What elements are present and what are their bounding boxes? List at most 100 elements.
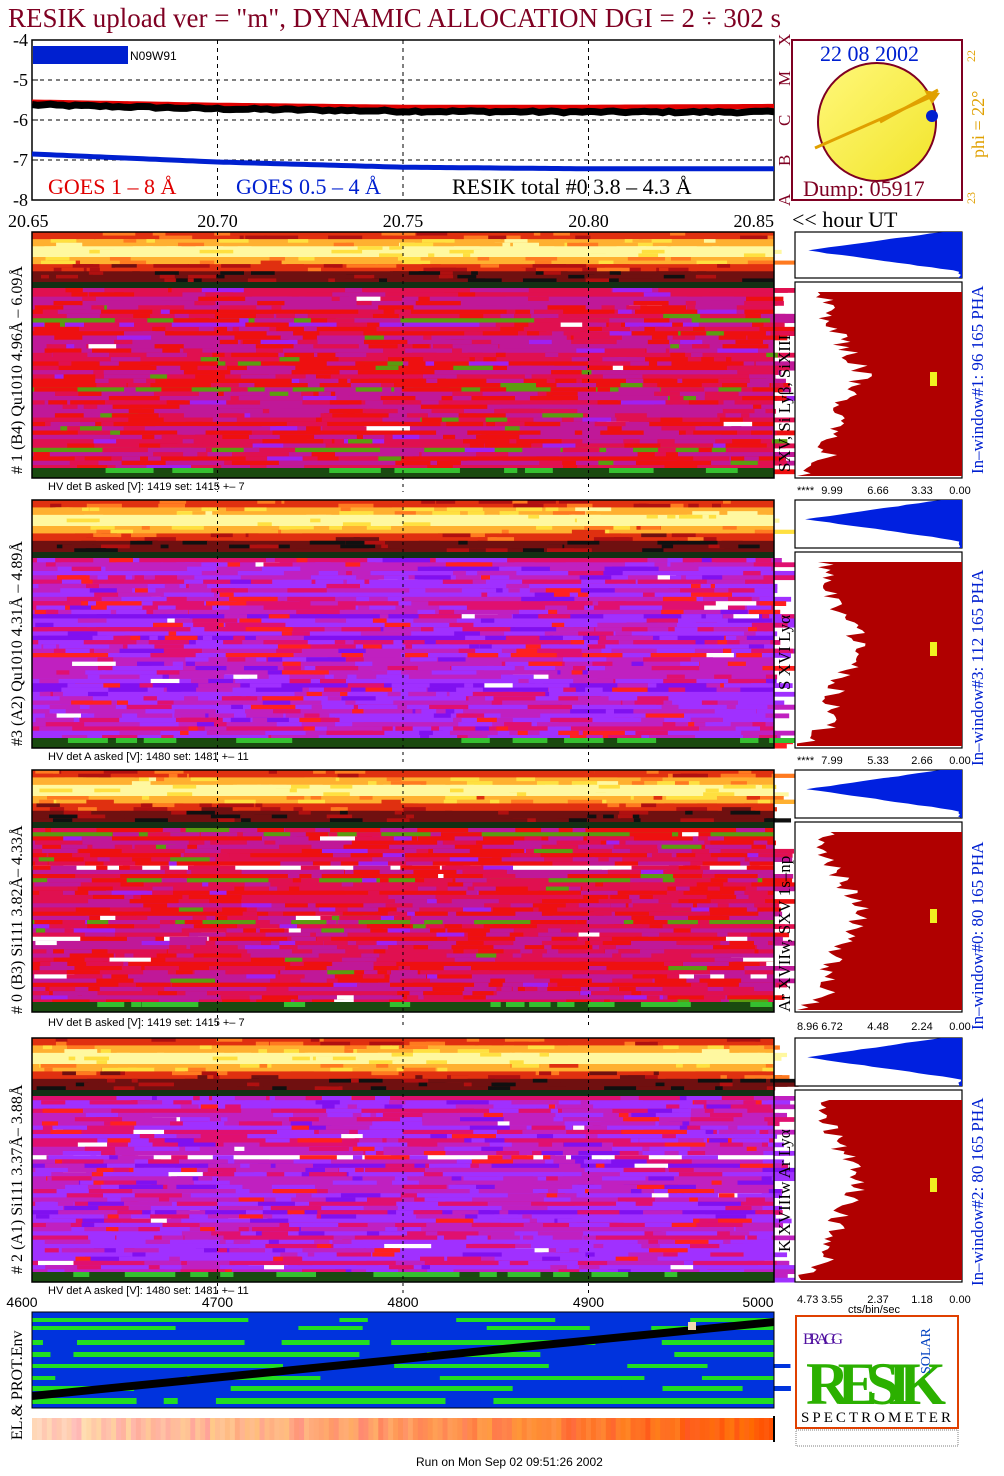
spectrum-speckle bbox=[555, 894, 584, 900]
spectrum-speckle bbox=[379, 447, 425, 453]
strip-speckle bbox=[639, 522, 652, 527]
spectrum-speckle bbox=[742, 1142, 762, 1148]
spectrum-speckle bbox=[76, 318, 118, 324]
spectrum-speckle bbox=[572, 848, 612, 854]
strip-speckle bbox=[567, 540, 600, 546]
strip-speckle bbox=[535, 271, 544, 276]
spectrum-speckle bbox=[604, 348, 646, 354]
spectrum-speckle bbox=[162, 828, 193, 833]
strip-speckle bbox=[394, 511, 416, 516]
spectrum-speckle bbox=[200, 886, 222, 892]
spectrum-speckle bbox=[364, 670, 388, 676]
spectrum-speckle bbox=[757, 907, 782, 913]
spectrum-speckle bbox=[751, 305, 771, 311]
spectrum-speckle bbox=[557, 1193, 577, 1198]
spectrum-speckle bbox=[96, 978, 138, 984]
spectrum-speckle bbox=[656, 378, 678, 384]
spectrum-speckle bbox=[421, 400, 439, 406]
spectrum-speckle bbox=[134, 857, 175, 862]
strip-speckle bbox=[63, 781, 95, 786]
spectrum-speckle bbox=[566, 1117, 611, 1122]
green-speckle bbox=[740, 738, 759, 743]
spectrum-speckle bbox=[516, 648, 551, 654]
spectrum-speckle bbox=[685, 387, 710, 393]
spectrum-speckle bbox=[363, 869, 405, 875]
spectrum-speckle bbox=[211, 588, 236, 594]
spectrum-speckle bbox=[562, 465, 578, 470]
spectrum-speckle bbox=[61, 1159, 104, 1165]
spectrum-speckle bbox=[608, 665, 620, 671]
spectrum-speckle bbox=[502, 1155, 512, 1160]
spectrum-speckle bbox=[635, 730, 668, 736]
spectrum-speckle bbox=[725, 635, 744, 641]
spectrum-speckle bbox=[658, 447, 676, 453]
strip-speckle bbox=[254, 278, 266, 283]
spectrum-speckle bbox=[395, 1155, 428, 1160]
spectrum-speckle bbox=[750, 974, 767, 980]
spectrum-speckle bbox=[582, 583, 629, 589]
spectrum-speckle bbox=[189, 417, 205, 423]
spectrum-speckle bbox=[223, 674, 234, 680]
spectrum-speckle bbox=[80, 713, 95, 719]
spectrum-speckle bbox=[299, 378, 339, 384]
spectrum-speckle bbox=[770, 318, 801, 324]
spectrum-speckle bbox=[360, 292, 386, 298]
spectrum-speckle bbox=[391, 683, 430, 689]
spectrum-speckle bbox=[39, 691, 51, 697]
spectrum-speckle bbox=[409, 605, 440, 611]
spectrum-speckle bbox=[710, 1112, 743, 1118]
goes-series-line-1 bbox=[31, 151, 774, 172]
spectrum-speckle bbox=[523, 861, 536, 867]
green-speckle bbox=[329, 468, 342, 473]
spectrum-speckle bbox=[677, 1193, 714, 1198]
strip-speckle bbox=[160, 544, 169, 549]
spectrum-speckle bbox=[730, 460, 772, 466]
strip-speckle bbox=[286, 1064, 307, 1069]
spectrum-speckle bbox=[668, 387, 691, 393]
spectrum-speckle bbox=[321, 928, 345, 934]
spectrum-speckle bbox=[32, 936, 81, 942]
strip-speckle bbox=[391, 526, 411, 531]
spectrum-speckle bbox=[368, 890, 380, 896]
strip-speckle bbox=[726, 1064, 735, 1069]
spectrum-speckle bbox=[428, 566, 450, 572]
spectrum-speckle bbox=[471, 1163, 492, 1169]
spectrum-speckle bbox=[160, 562, 202, 568]
spectrum-speckle bbox=[761, 1100, 791, 1105]
spectrum-speckle bbox=[268, 878, 312, 883]
spectrum-speckle bbox=[521, 404, 561, 410]
spectrum-speckle bbox=[61, 579, 82, 585]
spectrum-speckle bbox=[230, 439, 260, 444]
spectrum-speckle bbox=[197, 365, 228, 371]
spectrum-speckle bbox=[103, 374, 151, 380]
strip-speckle bbox=[79, 788, 89, 793]
strip-speckle bbox=[330, 1067, 359, 1072]
spectrum-speckle bbox=[350, 378, 391, 384]
spectrum-speckle bbox=[175, 1096, 194, 1101]
spectrum-speckle bbox=[244, 882, 271, 888]
strip-speckle bbox=[726, 1038, 761, 1043]
spectrum-speckle bbox=[234, 1096, 267, 1101]
spectrum-speckle bbox=[465, 713, 485, 719]
spectrum-speckle bbox=[39, 966, 75, 971]
spectrum-speckle bbox=[571, 339, 617, 345]
spectrum-speckle bbox=[68, 1142, 108, 1148]
strip-speckle bbox=[123, 239, 137, 244]
spectrum-speckle bbox=[542, 357, 572, 362]
spectrum-speckle bbox=[41, 1100, 66, 1105]
spectrum-speckle bbox=[436, 592, 479, 598]
spectrum-speckle bbox=[183, 1214, 201, 1220]
strip-speckle bbox=[128, 1067, 156, 1072]
spectrum-speckle bbox=[678, 1172, 723, 1177]
spectrum-speckle bbox=[604, 949, 619, 954]
strip-speckle bbox=[264, 235, 299, 240]
spectrum-speckle bbox=[586, 920, 624, 925]
strip-speckle bbox=[479, 1038, 497, 1043]
strip-speckle bbox=[132, 246, 145, 251]
spectrum-speckle bbox=[495, 421, 527, 427]
spectrum-speckle bbox=[33, 357, 47, 362]
spectrum-speckle bbox=[153, 853, 181, 858]
spectrum-speckle bbox=[90, 1155, 112, 1160]
spectrum-speckle bbox=[388, 932, 412, 938]
spectrum-speckle bbox=[667, 1189, 715, 1194]
